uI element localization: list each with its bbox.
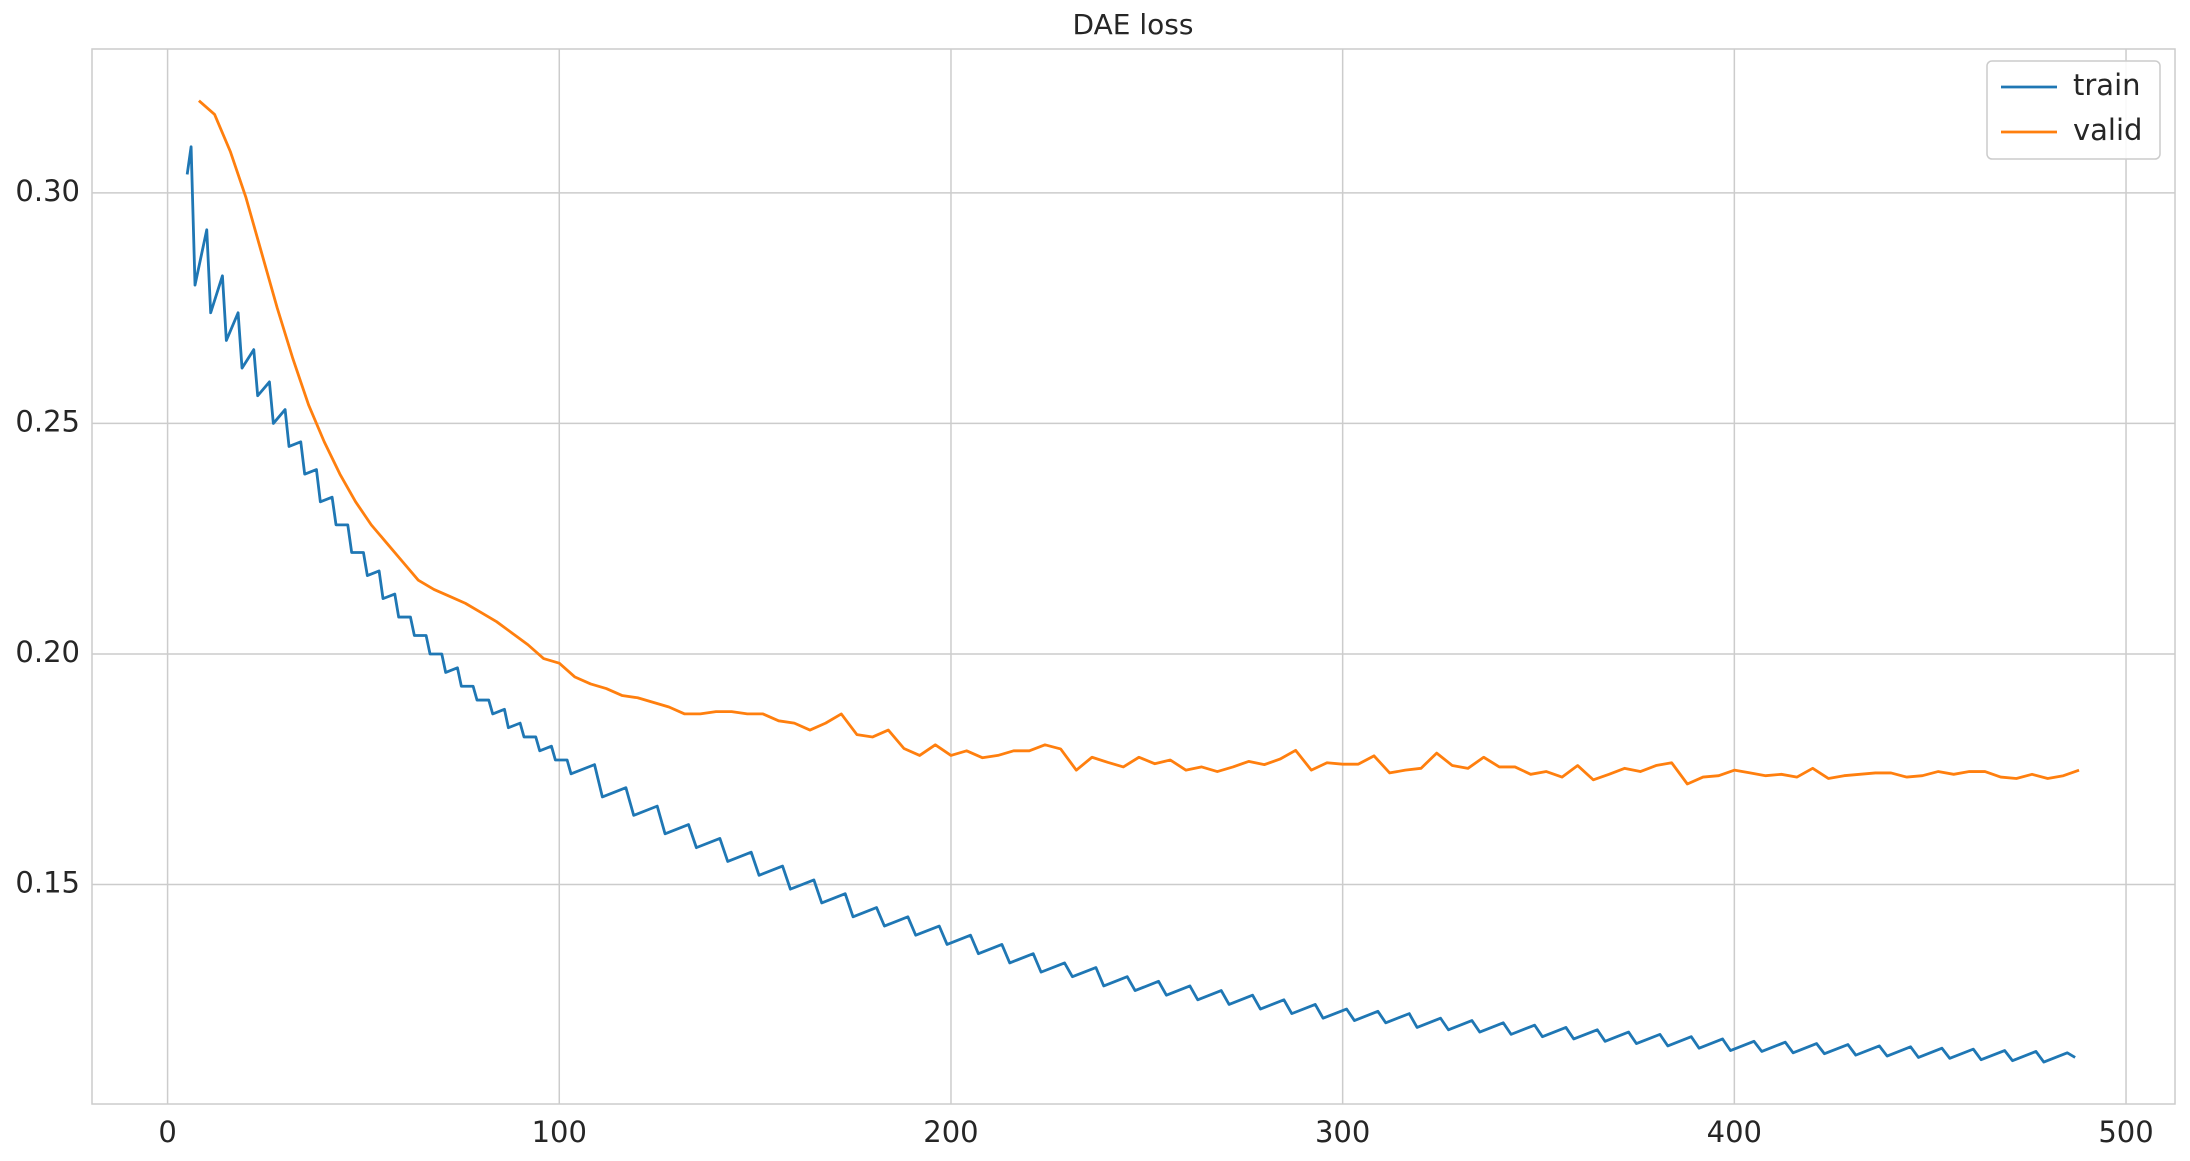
y-tick-label: 0.25 (15, 404, 80, 438)
legend-label: train (2073, 68, 2141, 102)
legend-box (1986, 60, 2161, 160)
series-line (198, 99, 2080, 786)
legend-label: valid (2073, 113, 2142, 147)
x-tick-label: 200 (923, 1115, 978, 1149)
x-tick-label: 0 (158, 1115, 176, 1149)
x-tick-label: 400 (1707, 1115, 1762, 1149)
x-tick-label: 100 (532, 1115, 587, 1149)
y-tick-label: 0.30 (15, 174, 80, 208)
plot-frame (91, 48, 2176, 1105)
series-line (185, 145, 2076, 1064)
y-tick-label: 0.15 (15, 866, 80, 900)
y-tick-label: 0.20 (15, 635, 80, 669)
x-tick-label: 500 (2098, 1115, 2153, 1149)
x-tick-label: 300 (1315, 1115, 1370, 1149)
chart-title: DAE loss (1073, 8, 1194, 41)
